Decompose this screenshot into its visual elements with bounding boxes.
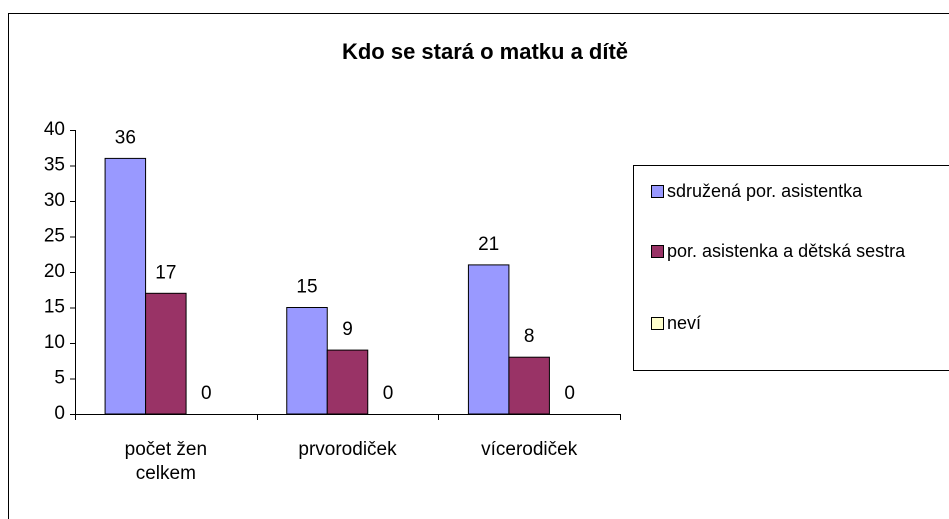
data-label: 15 bbox=[296, 277, 317, 298]
legend-label: sdružená por. asistentka bbox=[667, 181, 863, 201]
legend-swatch bbox=[651, 317, 664, 330]
data-label: 17 bbox=[155, 262, 176, 283]
x-tick-label: prvorodiček bbox=[298, 439, 397, 460]
x-tick-label: vícerodiček bbox=[481, 439, 578, 460]
y-tick-label: 20 bbox=[44, 261, 65, 282]
bar bbox=[508, 356, 550, 415]
y-tick-label: 0 bbox=[54, 403, 65, 424]
legend-swatch bbox=[651, 185, 664, 198]
y-tick-label: 25 bbox=[44, 226, 65, 247]
y-tick-label: 35 bbox=[44, 155, 65, 176]
data-label: 36 bbox=[115, 127, 136, 148]
data-label: 0 bbox=[383, 383, 394, 404]
y-tick-label: 10 bbox=[44, 332, 65, 353]
data-label: 8 bbox=[524, 326, 535, 347]
legend-label: neví bbox=[667, 313, 702, 333]
bar bbox=[104, 157, 147, 415]
data-label: 0 bbox=[564, 383, 575, 404]
y-tick-label: 30 bbox=[44, 190, 65, 211]
y-tick-label: 40 bbox=[44, 119, 65, 140]
bar bbox=[467, 264, 510, 415]
y-tick-label: 15 bbox=[44, 297, 65, 318]
legend-swatch bbox=[651, 245, 664, 258]
data-label: 0 bbox=[201, 383, 212, 404]
y-tick-label: 5 bbox=[54, 368, 65, 389]
data-label: 21 bbox=[478, 234, 499, 255]
chart-title: Kdo se stará o matku a dítě bbox=[342, 39, 628, 64]
bar bbox=[286, 307, 328, 415]
data-label: 9 bbox=[342, 319, 353, 340]
legend-label: por. asistenka a dětská sestra bbox=[667, 241, 906, 261]
bar bbox=[326, 349, 369, 415]
bar bbox=[145, 292, 187, 415]
legend-box bbox=[633, 165, 949, 371]
x-tick-label: počet žen celkem bbox=[124, 439, 208, 484]
